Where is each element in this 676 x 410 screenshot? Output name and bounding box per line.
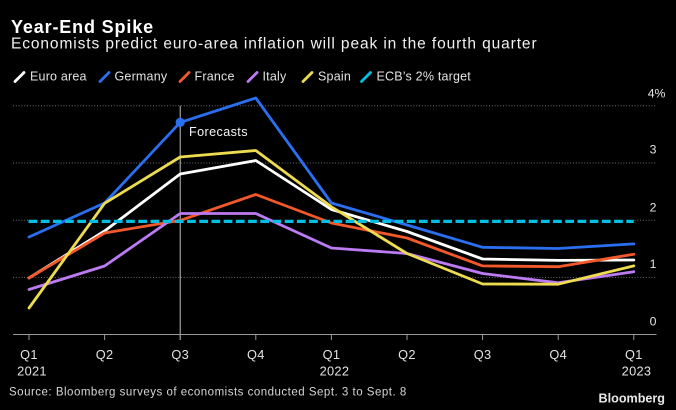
svg-text:Source: Bloomberg surveys of e: Source: Bloomberg surveys of economists … bbox=[9, 387, 407, 399]
svg-text:0: 0 bbox=[650, 315, 657, 329]
svg-text:Q3: Q3 bbox=[474, 347, 492, 362]
svg-text:Q1: Q1 bbox=[323, 347, 341, 362]
svg-text:Q2: Q2 bbox=[96, 347, 114, 362]
svg-text:3: 3 bbox=[650, 143, 657, 157]
svg-text:1: 1 bbox=[650, 257, 657, 271]
svg-text:Bloomberg: Bloomberg bbox=[599, 392, 665, 406]
svg-text:Year-End Spike: Year-End Spike bbox=[11, 17, 154, 37]
svg-text:Q3: Q3 bbox=[171, 347, 189, 362]
svg-text:2022: 2022 bbox=[320, 364, 350, 379]
svg-text:France: France bbox=[195, 70, 235, 84]
svg-text:Q4: Q4 bbox=[549, 347, 567, 362]
svg-text:Euro area: Euro area bbox=[30, 70, 87, 84]
svg-text:4%: 4% bbox=[648, 86, 666, 100]
svg-text:2021: 2021 bbox=[17, 364, 47, 379]
svg-text:Q1: Q1 bbox=[20, 347, 38, 362]
svg-text:Italy: Italy bbox=[263, 70, 287, 84]
svg-text:ECB’s 2% target: ECB’s 2% target bbox=[377, 70, 472, 84]
svg-text:Forecasts: Forecasts bbox=[189, 125, 248, 139]
svg-text:Spain: Spain bbox=[318, 70, 351, 84]
svg-text:Q2: Q2 bbox=[398, 347, 416, 362]
svg-text:Economists predict euro-area i: Economists predict euro-area inflation w… bbox=[11, 36, 538, 53]
svg-text:2: 2 bbox=[650, 201, 657, 215]
svg-text:Q4: Q4 bbox=[247, 347, 265, 362]
svg-text:2023: 2023 bbox=[622, 364, 652, 379]
svg-text:Germany: Germany bbox=[115, 70, 168, 84]
svg-text:Q1: Q1 bbox=[625, 347, 643, 362]
